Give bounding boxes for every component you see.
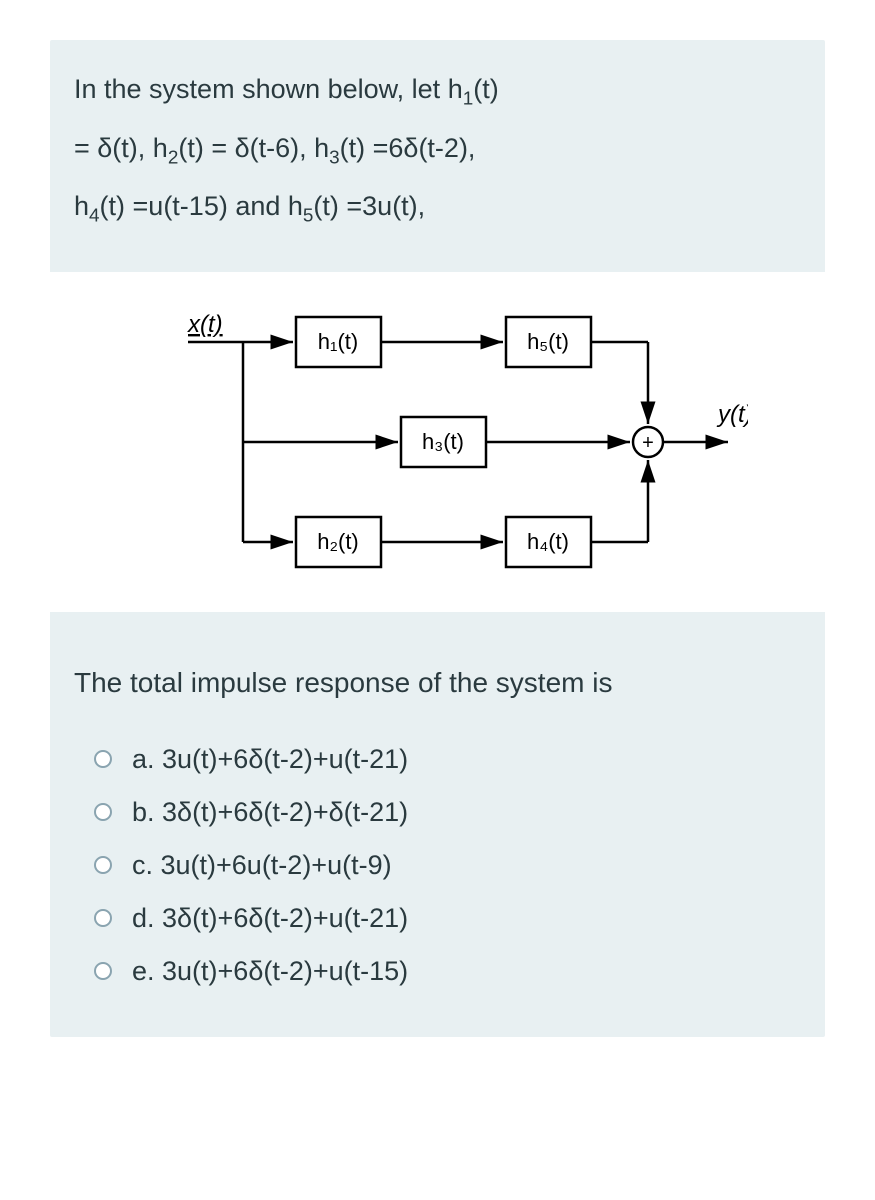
- svg-text:+: +: [642, 432, 654, 454]
- h4-block-label: h₄(t): [527, 529, 569, 554]
- option-b[interactable]: b. 3δ(t)+6δ(t-2)+δ(t-21): [94, 797, 801, 828]
- input-label: x(t): [187, 311, 223, 338]
- prompt-line2: = δ(t), h2(t) = δ(t-6), h3(t) =6δ(t-2),: [74, 127, 801, 174]
- option-a[interactable]: a. 3u(t)+6δ(t-2)+u(t-21): [94, 744, 801, 775]
- radio-icon[interactable]: [94, 909, 112, 927]
- prompt-line3: h4(t) =u(t-15) and h5(t) =3u(t),: [74, 185, 801, 232]
- radio-icon[interactable]: [94, 803, 112, 821]
- option-d[interactable]: d. 3δ(t)+6δ(t-2)+u(t-21): [94, 903, 801, 934]
- options-list: a. 3u(t)+6δ(t-2)+u(t-21) b. 3δ(t)+6δ(t-2…: [74, 744, 801, 987]
- question-text: The total impulse response of the system…: [74, 662, 801, 704]
- system-diagram: x(t) h₁(t) h₅(t) h₃(t): [50, 272, 825, 612]
- option-label: d. 3δ(t)+6δ(t-2)+u(t-21): [132, 903, 408, 934]
- h1-block-label: h₁(t): [317, 329, 357, 354]
- option-label: b. 3δ(t)+6δ(t-2)+δ(t-21): [132, 797, 408, 828]
- h2-block-label: h₂(t): [317, 529, 359, 554]
- option-c[interactable]: c. 3u(t)+6u(t-2)+u(t-9): [94, 850, 801, 881]
- radio-icon[interactable]: [94, 856, 112, 874]
- option-label: e. 3u(t)+6δ(t-2)+u(t-15): [132, 956, 408, 987]
- option-e[interactable]: e. 3u(t)+6δ(t-2)+u(t-15): [94, 956, 801, 987]
- option-label: a. 3u(t)+6δ(t-2)+u(t-21): [132, 744, 408, 775]
- radio-icon[interactable]: [94, 962, 112, 980]
- radio-icon[interactable]: [94, 750, 112, 768]
- h5-block-label: h₅(t): [527, 329, 569, 354]
- output-label: y(t): [716, 401, 748, 428]
- question-box: In the system shown below, let h1(t) = δ…: [50, 40, 825, 1037]
- prompt-line1: In the system shown below, let h1(t): [74, 68, 801, 115]
- option-label: c. 3u(t)+6u(t-2)+u(t-9): [132, 850, 392, 881]
- h3-block-label: h₃(t): [422, 429, 464, 454]
